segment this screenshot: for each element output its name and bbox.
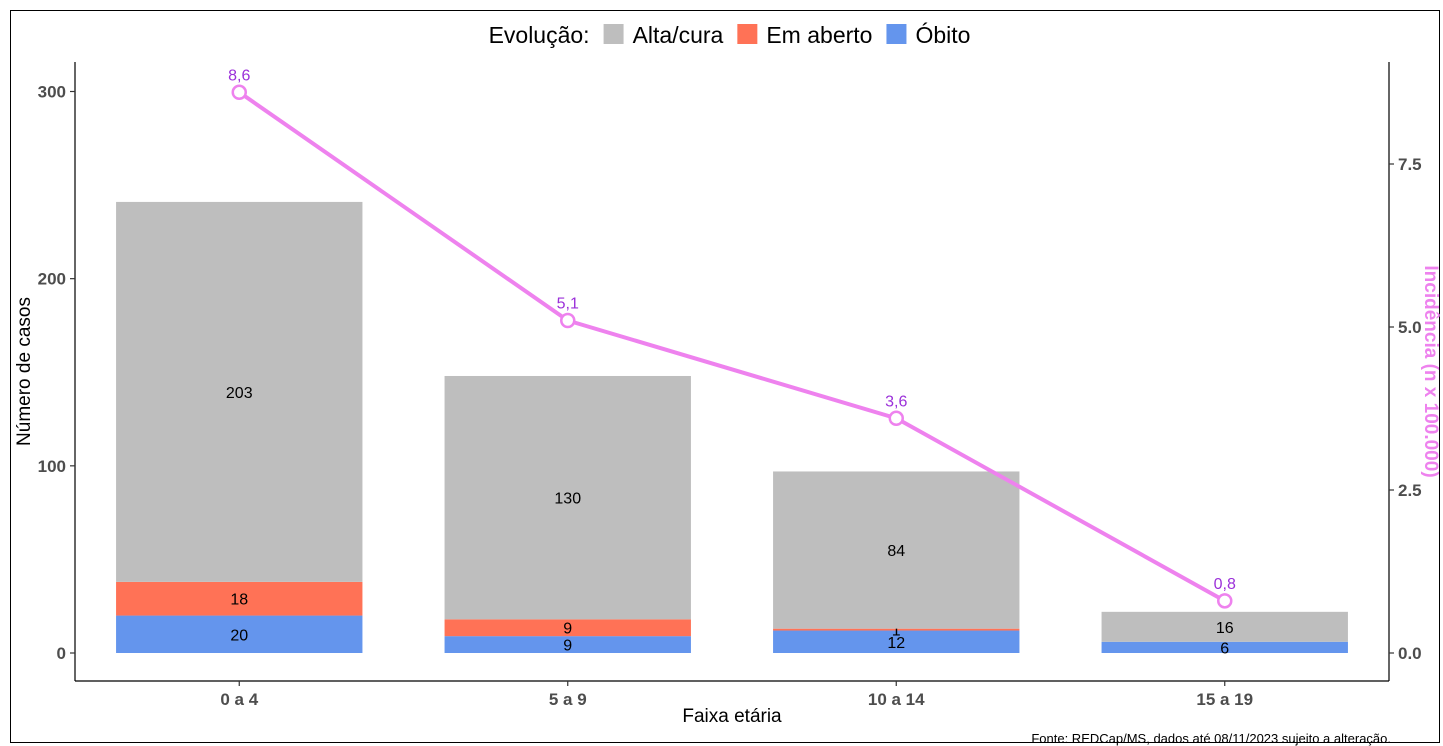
- legend-swatch: [603, 24, 624, 44]
- chart-frame: [10, 10, 1440, 743]
- x-tick-label: 0 a 4: [220, 690, 258, 709]
- source-note: Fonte: REDCap/MS, dados até 08/11/2023 s…: [1031, 731, 1391, 746]
- incidence-point: [560, 312, 576, 329]
- bar-segment: [116, 581, 363, 616]
- incidence-point: [231, 84, 247, 101]
- bar-segment: [444, 619, 691, 637]
- bar-segment: [773, 630, 1020, 653]
- y-axis-title: Número de casos: [14, 297, 35, 446]
- bar-value-label: 130: [554, 491, 581, 508]
- y2-axis-title: Incidência (n x 100.000): [1420, 265, 1441, 477]
- bar-value-label: 16: [1216, 620, 1234, 637]
- x-tick-label: 10 a 14: [868, 690, 925, 709]
- bar-value-label: 18: [230, 592, 248, 609]
- legend-entry-label: Em aberto: [766, 22, 872, 48]
- y2-tick-label: 2.5: [1398, 481, 1422, 500]
- legend-entry-label: Óbito: [915, 22, 970, 48]
- incidence-label: 8,6: [228, 67, 250, 84]
- bar-segment: [444, 375, 691, 620]
- y-tick-label: 200: [38, 270, 66, 289]
- legend-swatch: [737, 24, 758, 44]
- bar-value-label: 9: [563, 638, 572, 655]
- incidence-label: 0,8: [1214, 576, 1236, 593]
- legend-swatch: [886, 24, 907, 44]
- bar-value-label: 203: [226, 385, 253, 402]
- incidence-point: [1217, 593, 1233, 609]
- bar-segment: [773, 471, 1020, 629]
- bar-segment: [773, 628, 1020, 631]
- x-axis-title: Faixa etária: [682, 706, 782, 727]
- bar-segment: [116, 201, 363, 582]
- bar-value-label: 1: [892, 623, 901, 640]
- x-tick-label: 5 a 9: [549, 690, 587, 709]
- bar-segment: [444, 636, 691, 653]
- y-tick-label: 100: [38, 457, 66, 476]
- y2-tick-label: 7.5: [1398, 155, 1422, 174]
- y2-tick-label: 0.0: [1398, 644, 1422, 663]
- legend-entry-label: Alta/cura: [633, 22, 724, 48]
- y2-tick-label: 5.0: [1398, 318, 1422, 337]
- incidence-line: [238, 90, 1226, 603]
- x-tick-label: 15 a 19: [1196, 690, 1253, 709]
- bar-value-label: 9: [563, 621, 572, 638]
- bar-value-label: 20: [230, 627, 248, 644]
- incidence-point: [888, 410, 904, 427]
- incidence-label: 5,1: [557, 295, 579, 312]
- bar-segment: [1101, 611, 1348, 642]
- bar-value-label: 12: [887, 635, 905, 652]
- bar-segment: [1101, 641, 1348, 653]
- y-tick-label: 0: [57, 644, 66, 663]
- bar-value-label: 84: [887, 543, 905, 560]
- legend-title: Evolução:: [489, 22, 590, 48]
- bar-segment: [116, 615, 363, 653]
- bar-value-label: 6: [1220, 640, 1229, 657]
- y-tick-label: 300: [38, 83, 66, 102]
- incidence-label: 3,6: [885, 393, 907, 410]
